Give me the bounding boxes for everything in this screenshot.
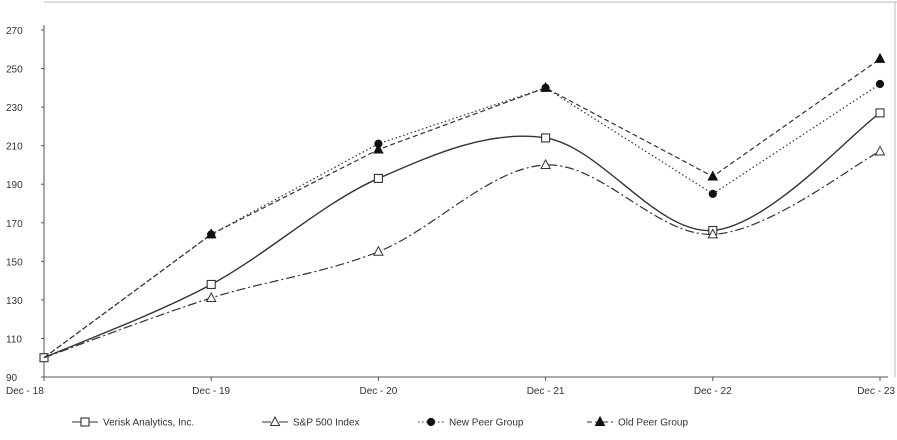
series-line: [43, 58, 881, 359]
data-point: [708, 189, 717, 198]
legend-label: New Peer Group: [449, 418, 524, 429]
data-point: [205, 228, 217, 239]
legend-swatch-marker: [80, 417, 90, 427]
data-point: [875, 108, 885, 118]
legend-item: New Peer Group: [418, 418, 524, 429]
y-tick-label: 230: [6, 103, 23, 114]
x-tick-label: Dec - 18: [6, 386, 44, 397]
data-point: [540, 81, 551, 92]
data-point: [205, 291, 217, 302]
x-tick-label: Dec - 20: [360, 386, 398, 397]
x-tick-label: Dec - 21: [527, 386, 565, 397]
series-line: [43, 83, 881, 359]
y-tick-label: 250: [6, 65, 23, 76]
series-line: [43, 112, 881, 359]
legend-item: Old Peer Group: [587, 415, 688, 429]
data-point: [373, 143, 384, 154]
legend-item: Verisk Analytics, Inc.: [72, 417, 194, 429]
y-tick-label: 170: [6, 219, 23, 230]
axes: 90 110 130 150 170 190 210 230 250 270 Dec - 18 Dec…: [6, 1, 897, 397]
y-tick-label: 210: [6, 142, 23, 153]
y-tick-label: 130: [6, 296, 23, 307]
data-point: [373, 173, 383, 183]
legend-swatch-marker: [269, 415, 281, 426]
data-point: [540, 158, 551, 169]
series-layer: [39, 52, 886, 363]
data-point: [707, 228, 719, 239]
x-tick-label: Dec - 22: [694, 386, 732, 397]
y-tick-label: 90: [6, 373, 18, 384]
series-1: [39, 108, 885, 363]
data-point: [874, 52, 886, 63]
data-point: [541, 133, 551, 143]
series-2: [43, 145, 886, 359]
series-4: [43, 52, 886, 359]
legend-item: S&P 500 Index: [262, 415, 360, 429]
y-tick-label: 190: [6, 180, 23, 191]
data-point: [874, 145, 886, 156]
y-tick-label: 270: [6, 26, 23, 37]
y-tick-label: 110: [6, 334, 22, 345]
legend-label: Verisk Analytics, Inc.: [103, 418, 194, 429]
legend-swatch-marker: [594, 415, 606, 426]
series-3: [43, 79, 885, 359]
legend-label: S&P 500 Index: [293, 418, 360, 429]
x-tick-label: Dec - 23: [857, 386, 895, 397]
y-tick-label: 150: [6, 257, 23, 268]
x-tick-label: Dec - 19: [192, 386, 230, 397]
data-point: [875, 79, 885, 89]
series-line: [43, 150, 881, 359]
legend-swatch-marker: [426, 417, 436, 427]
legend-label: Old Peer Group: [618, 418, 688, 429]
data-point: [373, 245, 384, 256]
data-point: [707, 170, 719, 181]
legend: Verisk Analytics, Inc. S&P 500 Index New P…: [72, 415, 688, 429]
data-point: [206, 279, 216, 290]
